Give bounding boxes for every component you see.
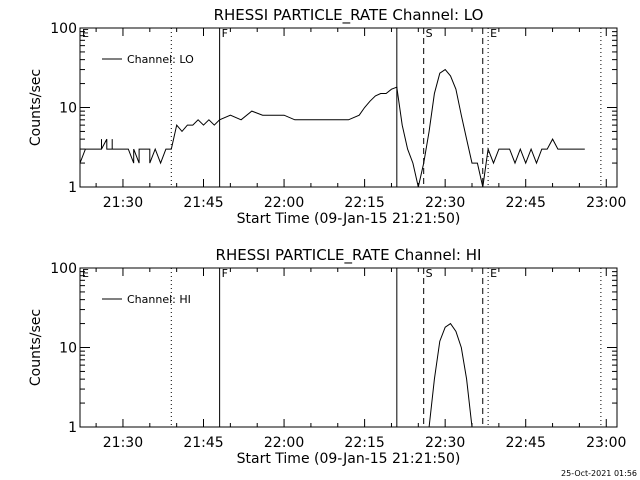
y-tick-label: 1 [68,420,77,436]
x-tick-label: 21:30 [103,195,143,211]
x-tick-label: 21:45 [183,435,223,451]
event-marker-label: E [490,267,497,280]
event-marker-label: E [82,267,89,280]
event-marker-label: E [490,27,497,40]
y-tick-label: 10 [59,341,77,357]
x-axis-label: Start Time (09-Jan-15 21:21:50) [237,211,461,227]
x-tick-label: 23:00 [586,195,626,211]
event-marker-label: F [222,27,228,40]
x-tick-label: 22:00 [264,435,304,451]
series-line-1 [428,322,473,427]
x-tick-label: 22:15 [344,195,384,211]
x-tick-label: 22:00 [264,195,304,211]
y-axis-label: Counts/sec [28,309,44,386]
event-marker-label: E [82,27,89,40]
event-marker-label: F [222,267,228,280]
x-axis-label: Start Time (09-Jan-15 21:21:50) [237,451,461,467]
y-tick-label: 10 [59,101,77,117]
y-tick-label: 100 [50,261,77,277]
plot-panels: RHESSI PARTICLE_RATE Channel: LO 1 10 100 21… [28,6,626,467]
y-tick-label: 1 [68,180,77,196]
x-tick-label: 23:00 [586,435,626,451]
y-tick-label: 100 [50,21,77,37]
x-tick-label: 22:30 [425,435,465,451]
x-tick-label: 21:30 [103,435,143,451]
chart-title: RHESSI PARTICLE_RATE Channel: LO [214,6,484,25]
x-tick-label: 21:45 [183,195,223,211]
event-marker-label: S [426,267,433,280]
legend-entry: Channel: LO [127,53,194,66]
y-axis-label: Counts/sec [28,69,44,146]
x-tick-label: 22:30 [425,195,465,211]
legend-entry: Channel: HI [127,293,191,306]
creation-timestamp: 25-Oct-2021 01:56 [561,469,637,478]
x-tick-label: 22:45 [506,435,546,451]
plot-frame [79,267,618,428]
chart-panel-2: RHESSI PARTICLE_RATE Channel: HI 1 10 100 21… [28,246,626,467]
series-line-1 [80,68,585,187]
x-tick-label: 22:45 [506,195,546,211]
chart-panel-1: RHESSI PARTICLE_RATE Channel: LO 1 10 100 21… [28,6,626,227]
event-marker-label: S [426,27,433,40]
x-tick-label: 22:15 [344,435,384,451]
chart-title: RHESSI PARTICLE_RATE Channel: HI [216,246,482,265]
